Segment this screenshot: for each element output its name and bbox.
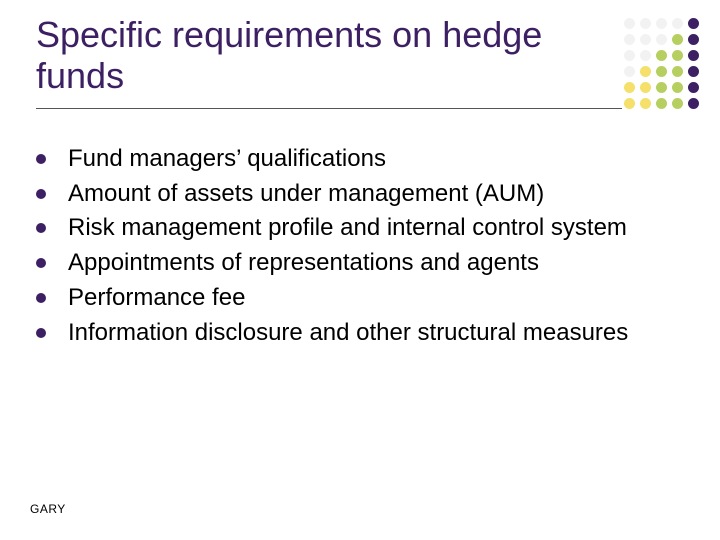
bullet-text: Appointments of representations and agen… [68, 248, 676, 279]
decor-dot [624, 34, 635, 45]
bullet-dot-icon [36, 223, 46, 233]
bullet-dot-icon [36, 293, 46, 303]
title-underline [36, 108, 622, 109]
decor-dot [688, 50, 699, 61]
decor-dot [640, 66, 651, 77]
decor-dot [656, 82, 667, 93]
decor-dot [656, 18, 667, 29]
decor-dot [656, 98, 667, 109]
bullet-text: Risk management profile and internal con… [68, 213, 676, 244]
bullet-dot-icon [36, 189, 46, 199]
decor-dot [640, 50, 651, 61]
decor-dot [672, 98, 683, 109]
bullet-text: Performance fee [68, 283, 676, 314]
slide-title: Specific requirements on hedge funds [36, 14, 616, 97]
decor-dot [688, 66, 699, 77]
bullet-text: Amount of assets under management (AUM) [68, 179, 676, 210]
decor-dot [672, 34, 683, 45]
bullet-dot-icon [36, 328, 46, 338]
decor-dot [640, 82, 651, 93]
bullet-item: Appointments of representations and agen… [36, 248, 676, 279]
decor-dot [672, 50, 683, 61]
decor-dot [688, 18, 699, 29]
decor-dot [688, 82, 699, 93]
decor-dot [624, 82, 635, 93]
decor-dot [624, 98, 635, 109]
bullet-text: Information disclosure and other structu… [68, 318, 676, 349]
decor-dot [624, 66, 635, 77]
decor-dot [640, 34, 651, 45]
decor-dot [672, 82, 683, 93]
decor-dot [656, 50, 667, 61]
bullet-item: Performance fee [36, 283, 676, 314]
bullet-item: Fund managers’ qualifications [36, 144, 676, 175]
decor-dot [656, 66, 667, 77]
bullet-dot-icon [36, 154, 46, 164]
decor-dot [672, 66, 683, 77]
decor-dot [624, 50, 635, 61]
decor-dot [624, 18, 635, 29]
bullet-item: Information disclosure and other structu… [36, 318, 676, 349]
decor-dot [640, 98, 651, 109]
decor-dot [640, 18, 651, 29]
decorative-dot-grid [624, 18, 702, 112]
footer-author: GARY [30, 502, 66, 516]
bullet-list: Fund managers’ qualifications Amount of a… [36, 144, 676, 352]
bullet-item: Amount of assets under management (AUM) [36, 179, 676, 210]
decor-dot [688, 34, 699, 45]
bullet-dot-icon [36, 258, 46, 268]
decor-dot [656, 34, 667, 45]
bullet-text: Fund managers’ qualifications [68, 144, 676, 175]
decor-dot [688, 98, 699, 109]
decor-dot [672, 18, 683, 29]
bullet-item: Risk management profile and internal con… [36, 213, 676, 244]
